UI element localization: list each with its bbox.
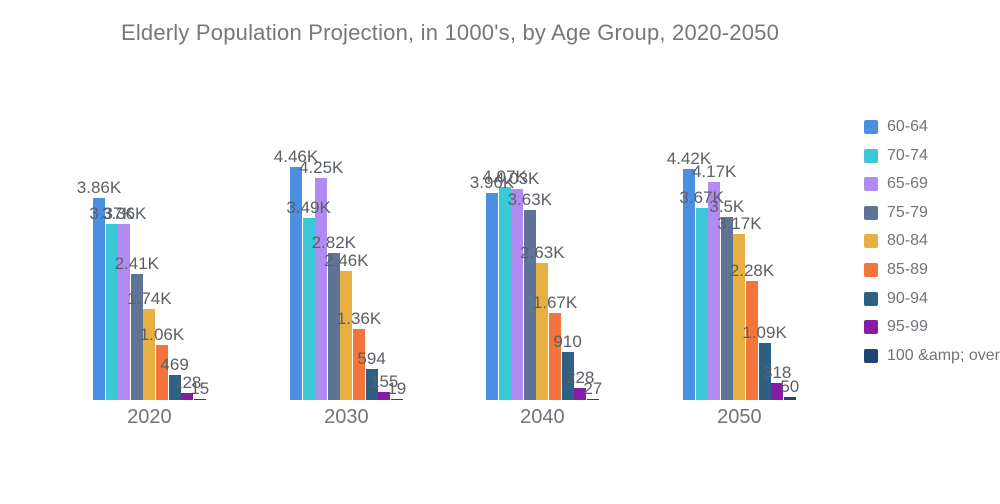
- legend-swatch: [864, 205, 878, 220]
- bar-8589-2050: [746, 280, 758, 400]
- bar-6064-2050: [683, 169, 695, 400]
- bar-8084-2020: [143, 309, 156, 400]
- bar-7579-2020: [130, 274, 143, 400]
- bar-100ampover-2030: [390, 399, 403, 400]
- bar-6569-2040: [511, 189, 524, 400]
- bar-8589-2040: [549, 312, 561, 400]
- x-axis-label-2020: 2020: [127, 406, 172, 428]
- value-label: 3.49K: [286, 197, 331, 217]
- legend-item-9599[interactable]: 95-99: [864, 316, 928, 338]
- bar-100ampover-2040: [586, 398, 599, 400]
- bar-9094-2050: [758, 343, 771, 400]
- legend-swatch: [864, 234, 878, 249]
- value-label: 4.42K: [666, 149, 712, 169]
- bar-9094-2040: [561, 352, 574, 400]
- bar-6569-2030: [315, 177, 328, 400]
- bar-100ampover-2020: [193, 399, 206, 400]
- legend-label: 100 &amp; over: [887, 346, 1000, 364]
- legend-item-8589[interactable]: 85-89: [864, 259, 928, 281]
- legend-item-6569[interactable]: 65-69: [864, 173, 928, 195]
- bar-6064-2040: [486, 193, 498, 400]
- legend-item-6064[interactable]: 60-64: [864, 116, 928, 138]
- legend-item-8084[interactable]: 80-84: [864, 230, 928, 252]
- legend-label: 60-64: [887, 118, 928, 135]
- bar-6064-2030: [290, 167, 302, 400]
- bar-6569-2020: [118, 224, 131, 400]
- legend-swatch: [864, 291, 878, 306]
- bar-9094-2020: [168, 375, 181, 400]
- legend-swatch: [864, 177, 878, 192]
- bar-9094-2030: [365, 368, 378, 400]
- bar-8589-2030: [353, 328, 365, 400]
- legend-item-100ampover[interactable]: 100 &amp; over: [864, 345, 1000, 367]
- bar-8084-2040: [536, 262, 549, 400]
- legend-label: 65-69: [887, 175, 928, 193]
- chart-title: Elderly Population Projection, in 1000's…: [120, 20, 780, 45]
- bar-6569-2050: [708, 182, 721, 400]
- bar-7579-2040: [523, 210, 536, 400]
- legend-label: 70-74: [887, 146, 928, 164]
- bar-7074-2030: [302, 217, 315, 400]
- bar-7074-2040: [498, 187, 511, 400]
- bar-8589-2020: [156, 344, 168, 400]
- value-label: 4.46K: [273, 147, 319, 166]
- x-axis-label-2040: 2040: [520, 406, 565, 428]
- legend-swatch: [864, 263, 878, 277]
- value-label: 3.37K: [89, 203, 134, 223]
- value-label: 3.86K: [76, 178, 122, 198]
- bar-7074-2050: [695, 208, 708, 400]
- x-axis-label-2030: 2030: [324, 406, 369, 428]
- bar-9599-2030: [378, 391, 391, 400]
- bar-8084-2050: [733, 234, 746, 400]
- legend-swatch: [864, 320, 878, 335]
- legend-item-7074[interactable]: 70-74: [864, 145, 928, 167]
- legend-label: 95-99: [887, 318, 928, 336]
- legend-item-9094[interactable]: 90-94: [864, 288, 928, 310]
- legend-swatch: [864, 348, 878, 363]
- legend-item-7579[interactable]: 75-79: [864, 202, 928, 224]
- bar-7579-2050: [720, 217, 733, 400]
- bar-9599-2020: [181, 393, 194, 400]
- bar-100ampover-2050: [783, 397, 796, 400]
- legend-swatch: [864, 120, 878, 134]
- value-label: 3.67K: [679, 188, 724, 208]
- x-axis-label-2050: 2050: [717, 406, 762, 428]
- legend-swatch: [864, 148, 878, 163]
- bar-7579-2030: [327, 252, 340, 400]
- bar-9599-2050: [771, 383, 784, 400]
- bar-8084-2030: [340, 271, 353, 400]
- bar-9599-2040: [574, 388, 587, 400]
- bar-7074-2020: [105, 223, 118, 400]
- bar-6064-2020: [93, 198, 105, 400]
- value-label: 4.03K: [494, 169, 540, 189]
- legend-label: 80-84: [887, 232, 928, 250]
- legend-label: 75-79: [887, 203, 928, 221]
- legend-label: 90-94: [887, 289, 928, 307]
- value-label: 4.07K: [482, 167, 527, 187]
- legend-label: 85-89: [887, 261, 928, 278]
